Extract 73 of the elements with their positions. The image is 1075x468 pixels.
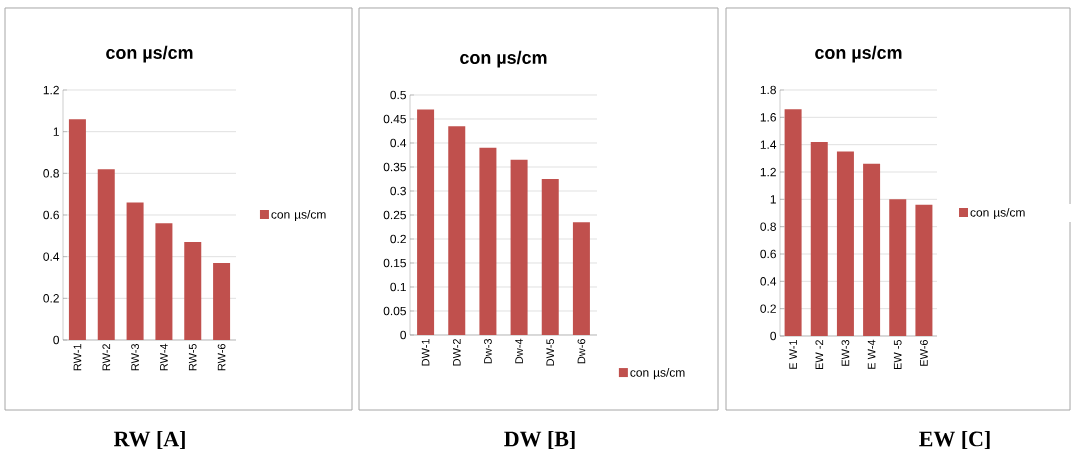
bar [448, 126, 466, 335]
y-tick-label: 0.5 [390, 90, 406, 100]
y-tick-label: 1 [53, 127, 59, 136]
y-tick-label: 0.25 [383, 210, 406, 220]
bar [863, 163, 881, 336]
y-tick-label: 0 [770, 331, 777, 341]
y-tick-label: 0.4 [760, 277, 777, 286]
x-tick-label: Dw-6 [577, 339, 586, 364]
bar [541, 179, 559, 335]
y-tick-label: 0.6 [760, 249, 776, 259]
y-tick-label: 0.1 [390, 282, 406, 292]
bar [126, 202, 144, 340]
y-tick-label: 0.2 [760, 304, 776, 313]
y-tick-label: 1 [770, 195, 776, 204]
bar [479, 147, 497, 335]
y-tick-label: 0.8 [43, 169, 59, 178]
x-tick-label: RW-4 [160, 343, 168, 371]
x-tick-label: DW-2 [452, 339, 461, 366]
x-tick-label: DW-1 [421, 339, 430, 366]
y-tick-label: 0.8 [760, 222, 776, 231]
text: EW [C] [919, 430, 990, 450]
y-tick-label: 0.05 [383, 306, 406, 316]
x-tick-label: RW-3 [131, 344, 139, 371]
y-tick-label: 0.4 [390, 138, 407, 148]
y-tick-label: 1.2 [760, 167, 776, 177]
y-tick-label: 1.6 [760, 113, 776, 122]
text: DW [B] [504, 430, 575, 450]
y-tick-label: 0.15 [383, 258, 406, 268]
y-tick-label: 0.6 [43, 210, 59, 220]
legend-label: con µs/cm [970, 207, 1025, 220]
bar [810, 141, 828, 336]
x-tick-label: E W-4 [867, 339, 876, 369]
bar [889, 199, 907, 336]
bar [417, 109, 435, 335]
bar [784, 109, 802, 336]
x-tick-label: RW-5 [188, 343, 197, 371]
bar [155, 223, 173, 340]
y-tick-label: 1.8 [760, 85, 776, 95]
x-tick-label: EW -5 [893, 340, 902, 370]
x-tick-label: RW-2 [102, 344, 111, 371]
bar [572, 222, 590, 335]
bar [184, 242, 202, 340]
bar [68, 119, 86, 340]
x-tick-label: RW-1 [73, 344, 82, 371]
legend-label: con µs/cm [271, 209, 326, 222]
x-tick-label: Dw-3 [484, 339, 492, 364]
bar [836, 151, 854, 336]
chart-title: con µs/cm [106, 45, 193, 63]
y-tick-label: 1.2 [43, 85, 59, 95]
y-tick-label: 0 [400, 330, 407, 340]
x-tick-label: EW-6 [920, 340, 928, 366]
y-tick-label: 0.3 [390, 186, 406, 196]
x-tick-label: EW -2 [815, 340, 824, 370]
y-tick-label: 0.4 [43, 252, 60, 261]
text: RW [A] [113, 430, 185, 450]
x-tick-label: Dw-4 [515, 338, 523, 364]
chart-title: con µs/cm [460, 50, 547, 68]
x-tick-label: EW-3 [841, 340, 850, 366]
y-tick-label: 0 [53, 335, 60, 345]
y-tick-label: 0.2 [43, 294, 59, 303]
legend-label: con µs/cm [630, 367, 685, 380]
y-tick-label: 0.2 [390, 234, 406, 244]
bar [510, 159, 528, 335]
y-tick-label: 0.35 [383, 162, 406, 172]
chart-title: con µs/cm [815, 45, 902, 63]
y-tick-label: 0.45 [383, 114, 406, 124]
x-tick-label: E W-1 [789, 340, 797, 369]
bar [915, 204, 933, 336]
x-tick-label: DW-5 [546, 338, 555, 366]
y-tick-label: 1.4 [760, 140, 777, 149]
x-tick-label: RW-6 [217, 344, 226, 371]
bar [97, 169, 115, 340]
bar [213, 262, 231, 340]
